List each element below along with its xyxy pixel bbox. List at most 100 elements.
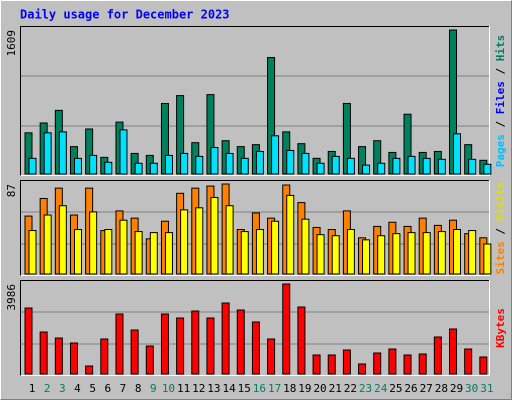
bar xyxy=(362,164,371,175)
y-tick-label: 3986 xyxy=(5,284,18,311)
bar xyxy=(134,231,143,275)
x-tick-label: 10 xyxy=(162,382,175,395)
bar xyxy=(468,230,477,275)
bar xyxy=(255,150,264,175)
bar xyxy=(58,205,67,275)
bar xyxy=(39,331,48,375)
bar xyxy=(149,232,158,275)
bar xyxy=(373,352,382,375)
y-tick-label: 87 xyxy=(5,184,18,197)
bar xyxy=(392,157,401,175)
plot-border-dark xyxy=(20,26,490,176)
bar xyxy=(255,229,264,275)
chart-title: Daily usage for December 2023 xyxy=(20,8,230,22)
bar xyxy=(286,149,295,175)
bar xyxy=(240,231,249,275)
bar xyxy=(115,313,124,375)
bar xyxy=(267,338,276,375)
x-tick-label: 15 xyxy=(238,382,251,395)
bar xyxy=(316,234,325,275)
bar xyxy=(180,209,189,275)
bar xyxy=(418,353,427,375)
legend-entry: Visits xyxy=(494,182,507,222)
x-tick-label: 29 xyxy=(450,382,463,395)
bar xyxy=(286,194,295,275)
bar xyxy=(58,131,67,175)
bar xyxy=(331,235,340,275)
bar xyxy=(407,155,416,175)
bar xyxy=(468,158,477,175)
bar xyxy=(301,152,310,175)
bar xyxy=(24,307,33,375)
bar xyxy=(327,354,336,375)
bar xyxy=(392,233,401,275)
bar xyxy=(297,306,306,375)
bar xyxy=(437,231,446,275)
bar xyxy=(191,310,200,375)
bar xyxy=(483,243,492,275)
bar xyxy=(130,329,139,375)
bar xyxy=(331,155,340,175)
bar xyxy=(134,162,143,175)
bar xyxy=(195,155,204,175)
bar xyxy=(54,337,63,375)
x-tick-label: 22 xyxy=(344,382,357,395)
bar xyxy=(160,313,169,375)
bar xyxy=(312,354,321,375)
bar xyxy=(164,154,173,175)
x-tick-label: 30 xyxy=(465,382,478,395)
bar xyxy=(104,229,113,275)
bar xyxy=(221,302,230,375)
bar xyxy=(206,317,215,375)
bar xyxy=(464,348,473,375)
bar xyxy=(225,152,234,175)
bar xyxy=(479,356,488,375)
legend: Pages / Files / Hits xyxy=(494,35,507,168)
bar xyxy=(145,345,154,375)
x-tick-label: 8 xyxy=(135,382,142,395)
bar xyxy=(301,218,310,275)
bar xyxy=(104,161,113,175)
legend-entry: KBytes xyxy=(494,308,507,348)
x-tick-label: 25 xyxy=(389,382,402,395)
x-tick-label: 5 xyxy=(89,382,96,395)
legend-separator: / xyxy=(494,221,507,241)
bar xyxy=(119,219,128,275)
bar xyxy=(453,229,462,275)
bar xyxy=(69,342,78,375)
x-tick-label: 31 xyxy=(480,382,493,395)
legend-separator: / xyxy=(494,61,507,81)
x-tick-label: 14 xyxy=(222,382,236,395)
bar xyxy=(164,232,173,275)
bar xyxy=(89,154,98,175)
legend-entry: Pages xyxy=(494,134,507,167)
bar xyxy=(180,152,189,175)
legend: KBytes xyxy=(494,308,507,348)
x-tick-label: 11 xyxy=(177,382,190,395)
x-tick-label: 1 xyxy=(29,382,36,395)
bar xyxy=(403,354,412,375)
plot-border-light xyxy=(20,280,490,376)
y-tick-label: 1609 xyxy=(5,30,18,57)
bar xyxy=(43,132,52,175)
bar xyxy=(210,196,219,275)
bar xyxy=(453,133,462,175)
legend-separator: / xyxy=(494,114,507,134)
x-tick-label: 16 xyxy=(253,382,266,395)
bar xyxy=(377,235,386,275)
bar xyxy=(437,158,446,175)
x-tick-label: 19 xyxy=(298,382,311,395)
x-tick-label: 23 xyxy=(359,382,372,395)
legend-entry: Files xyxy=(494,81,507,114)
x-tick-label: 28 xyxy=(435,382,448,395)
bar xyxy=(73,157,82,175)
bar xyxy=(210,147,219,175)
x-tick-label: 2 xyxy=(44,382,51,395)
bar xyxy=(316,162,325,175)
bar xyxy=(422,232,431,275)
x-tick-label: 12 xyxy=(192,382,205,395)
x-tick-label: 26 xyxy=(404,382,417,395)
plot-border-dark xyxy=(20,180,490,276)
